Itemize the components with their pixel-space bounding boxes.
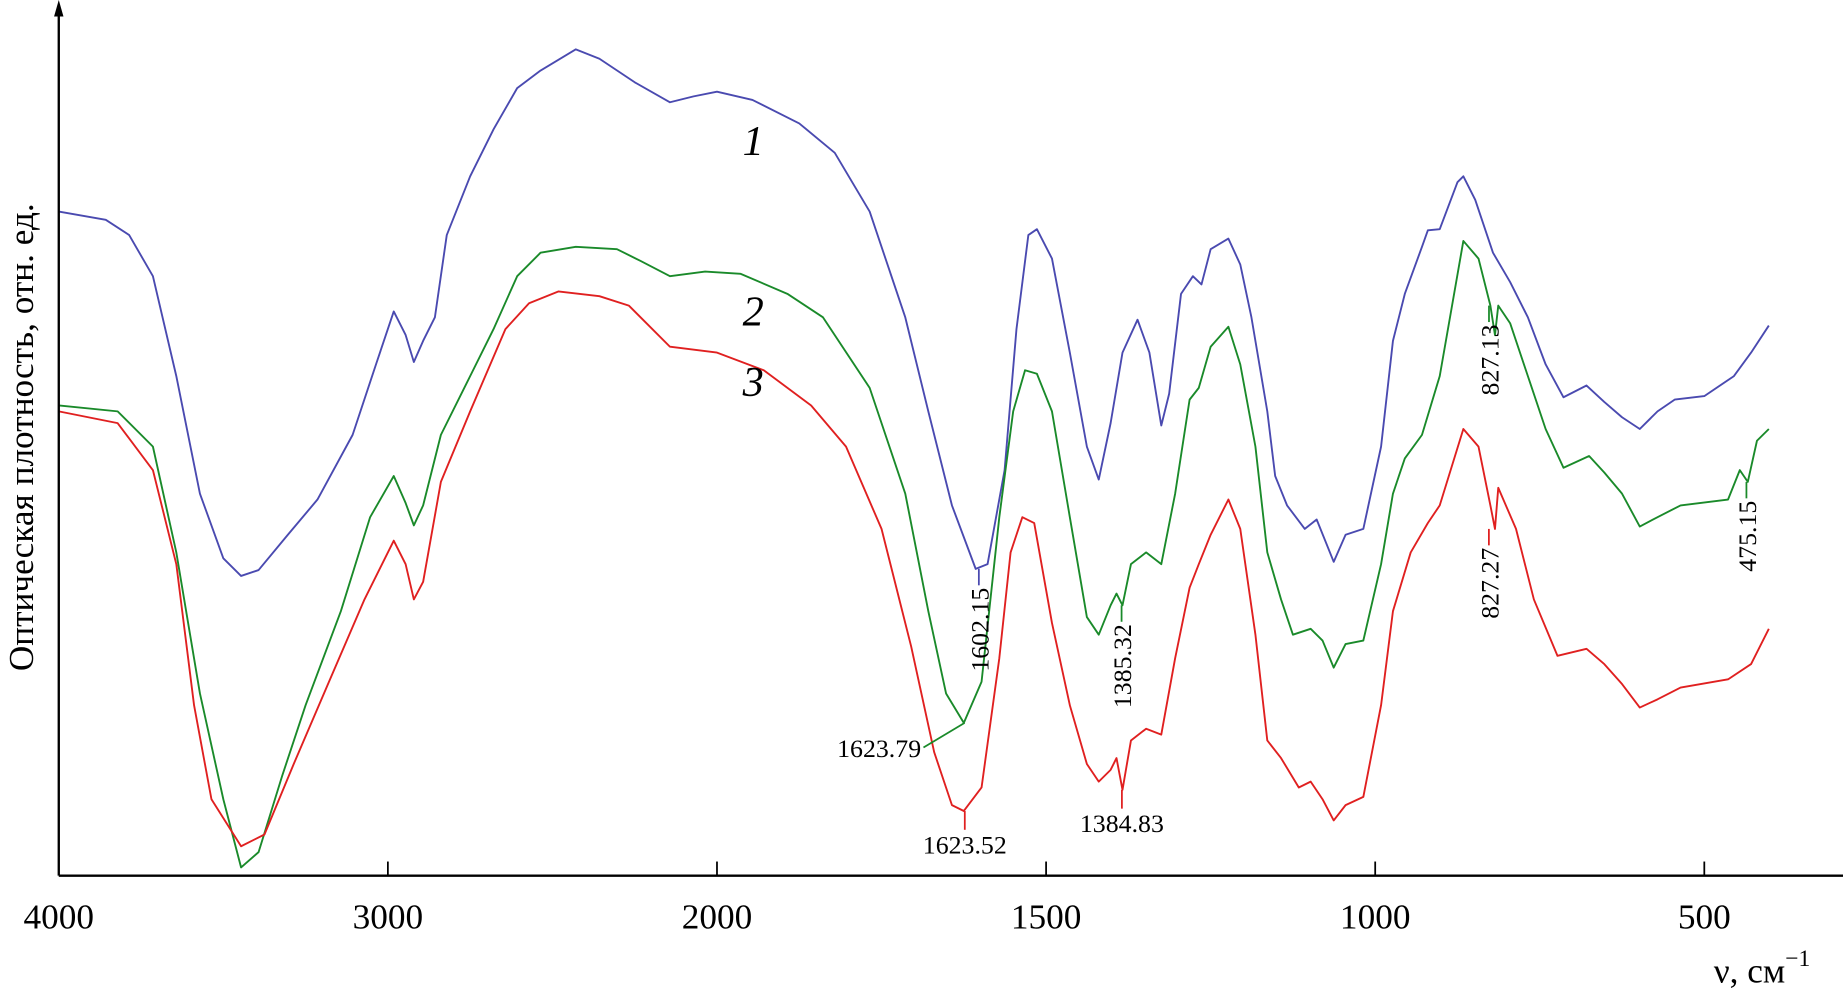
annotation-label: 1602.15 bbox=[965, 588, 994, 672]
x-axis-label-exponent: −1 bbox=[1785, 946, 1810, 972]
y-axis-arrow-icon bbox=[54, 0, 64, 17]
x-tick-label: 2000 bbox=[682, 898, 753, 937]
annotation-label: 827.13 bbox=[1475, 324, 1504, 395]
x-ticks: 4000 3000 2000 1500 1000 500 bbox=[24, 861, 1731, 937]
annotation-label: 475.15 bbox=[1733, 501, 1762, 572]
curve-labels: 1 2 3 bbox=[742, 118, 764, 406]
curve-label-2: 2 bbox=[743, 289, 764, 336]
series-line-2 bbox=[58, 240, 1770, 869]
x-tick-label: 3000 bbox=[353, 898, 424, 937]
x-tick-label: 1000 bbox=[1340, 898, 1411, 937]
series-line-3 bbox=[58, 290, 1770, 848]
x-axis-label-text: ν, см bbox=[1714, 952, 1786, 991]
annotation-label: 1384.83 bbox=[1080, 809, 1164, 838]
x-axis-label: ν, см−1 bbox=[1714, 946, 1811, 990]
peak-annotations: 1602.15 1623.79 1385.32 827.13 475.15 1623.52… bbox=[837, 305, 1762, 859]
x-tick-label: 4000 bbox=[24, 898, 95, 937]
annotation-label: 1385.32 bbox=[1108, 624, 1137, 708]
annotation-leader-line bbox=[923, 722, 966, 749]
series-line-1 bbox=[58, 48, 1770, 577]
y-axis-label: Оптическая плотность, отн. ед. bbox=[2, 203, 41, 671]
curve-label-1: 1 bbox=[743, 118, 764, 165]
curve-label-3: 3 bbox=[742, 359, 764, 406]
annotation-label: 1623.79 bbox=[837, 734, 921, 763]
series-lines bbox=[58, 48, 1770, 869]
x-tick-label: 1500 bbox=[1011, 898, 1082, 937]
annotation-label: 827.27 bbox=[1475, 548, 1504, 619]
annotation-label: 1623.52 bbox=[923, 830, 1007, 859]
x-tick-label: 500 bbox=[1678, 898, 1731, 937]
